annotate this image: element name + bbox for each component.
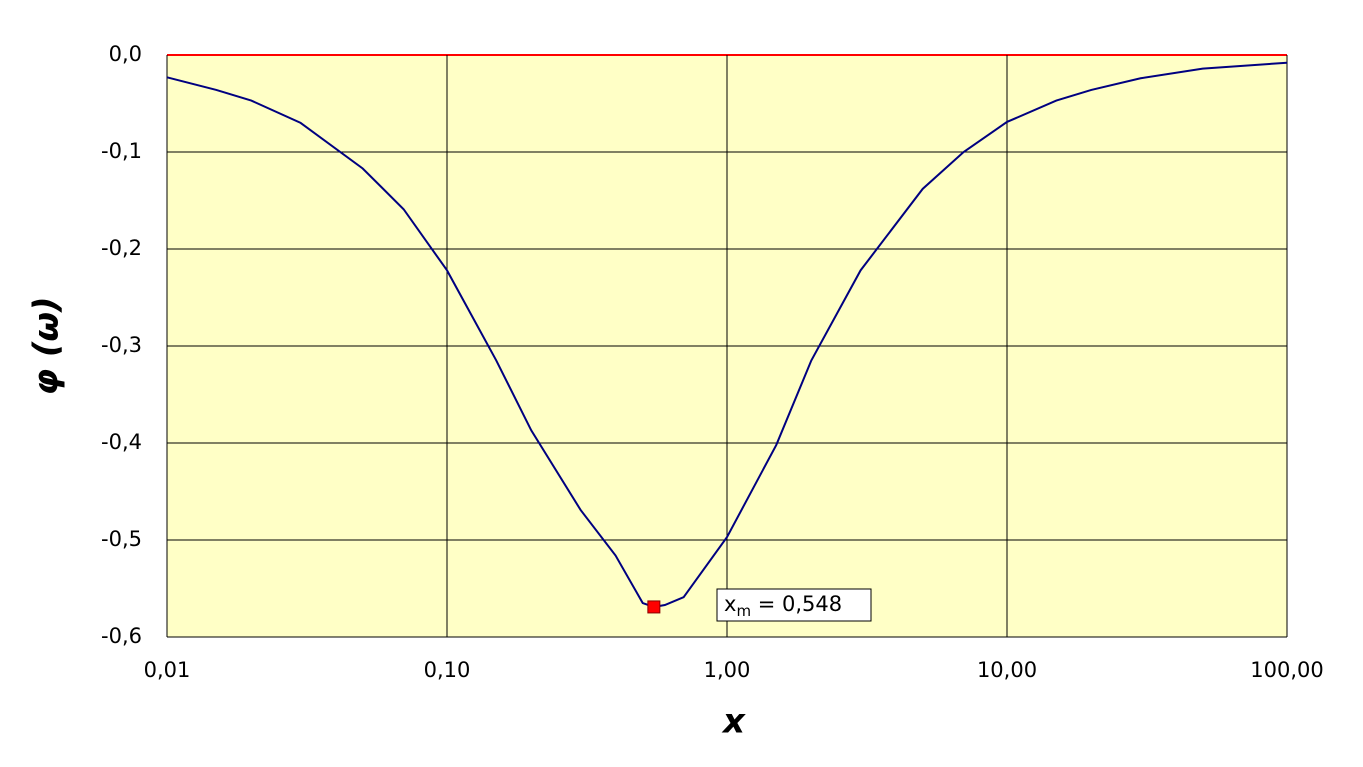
y-tick-label: -0,2 <box>101 236 142 260</box>
annotation-rest: = 0,548 <box>751 592 842 616</box>
x-tick-label: 100,00 <box>1250 658 1323 682</box>
y-tick-label: -0,6 <box>101 624 142 648</box>
x-axis-label: x <box>721 702 746 742</box>
x-tick-label: 0,10 <box>424 658 471 682</box>
annotation: xm = 0,548 <box>724 592 842 620</box>
x-tick-label: 0,01 <box>144 658 191 682</box>
annotation-sub: m <box>736 602 751 620</box>
data-line <box>166 61 1288 608</box>
annotation-base: x <box>724 592 736 616</box>
annotation-box <box>716 588 872 622</box>
y-tick-label: -0,4 <box>101 430 142 454</box>
y-tick-label: -0,1 <box>101 139 142 163</box>
y-axis-label: φ (ω) <box>27 296 67 395</box>
min-marker <box>647 600 661 614</box>
y-tick-label: -0,3 <box>101 333 142 357</box>
y-tick-label: 0,0 <box>109 42 142 66</box>
x-tick-label: 10,00 <box>977 658 1037 682</box>
y-tick-label: -0,5 <box>101 527 142 551</box>
x-tick-label: 1,00 <box>704 658 751 682</box>
